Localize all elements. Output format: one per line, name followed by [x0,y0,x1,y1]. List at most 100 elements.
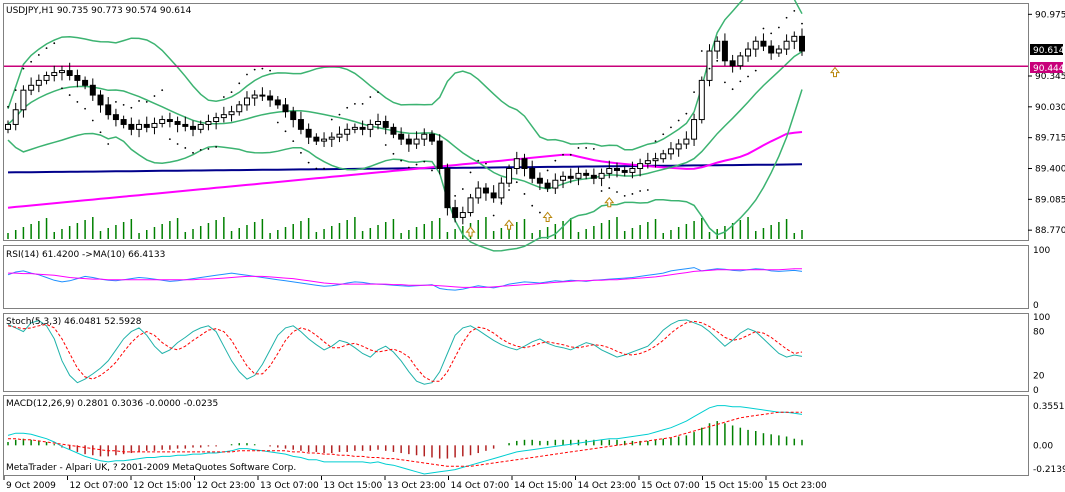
candle-up [136,123,143,130]
sar-dot [492,214,495,217]
sar-dot [361,102,364,105]
sar-dot [130,106,133,109]
candle-up [205,121,212,125]
stoch-k-line [7,319,803,385]
sar-dot [22,67,25,70]
candle-up [644,160,651,165]
sar-dot [99,131,102,134]
candle-up [598,172,605,179]
candle-down [297,119,304,130]
sar-dot [230,91,233,94]
candle-down [313,136,320,142]
rsi-line [7,267,803,291]
x-tick-label: 15 Oct 07:00 [641,481,700,491]
candle-down [529,167,536,179]
candle-up [775,48,782,54]
candle-up [467,197,474,214]
current-price-tag-bg [1030,44,1063,55]
candle-up [637,163,644,169]
candle-up [560,175,567,181]
sar-dot [623,195,626,197]
sar-dot [330,118,333,121]
stoch-tick-label: 0 [1033,386,1039,396]
price-tick-label: 88.770 [1035,226,1065,236]
axes-layer: 90.975 90.345 90.030 89.715 89.400 89.085 88.7… [3,10,1065,491]
sar-dot [523,193,526,195]
price-tick-label: 89.085 [1035,195,1065,205]
candle-up [43,75,50,81]
sar-dot [770,32,773,35]
sar-dot [269,69,271,72]
stoch-tick-label: 100 [1033,313,1050,323]
candle-down [66,70,73,77]
rsi-panel [3,245,1029,309]
sar-dot [192,151,194,154]
candle-up [667,148,674,155]
candle-up [752,40,759,50]
price-tick-label: 89.715 [1035,134,1065,144]
stoch-panel [3,313,1029,392]
candle-up [745,48,752,57]
sar-dot [61,87,63,90]
candle-up [475,187,482,199]
candle-up [367,123,374,130]
price-panel [3,3,1029,241]
stoch-tick-label: 80 [1033,328,1045,338]
candle-up [220,114,227,119]
candle-up [213,117,220,123]
sar-dot [292,140,295,142]
sar-dot [45,47,48,49]
candle-down [768,45,775,54]
sar-dot [168,138,171,141]
sar-dot [161,89,164,92]
sar-dot [631,193,634,195]
sar-dot [592,148,595,150]
rsi-tick-label: 0 [1033,301,1039,311]
x-tick-label: 12 Oct 07:00 [70,481,129,491]
candle-up [243,97,250,106]
candle-up [328,136,335,140]
sar-dot [307,161,310,164]
macd-panel [3,395,1029,476]
sar-dot [762,27,765,30]
sar-dot [531,204,534,207]
candle-down [583,172,590,176]
candle-down [120,119,127,125]
macd-series-layer [7,405,803,475]
sar-dot [608,187,611,189]
x-tick-label: 12 Oct 15:00 [133,481,192,491]
candle-up [228,111,235,116]
sar-dot [184,147,187,149]
stoch-d-line [7,320,803,382]
sar-dot [747,75,749,78]
x-tick-label: 15 Oct 23:00 [768,481,827,491]
sar-dot [107,143,110,145]
rsi-ma-line [8,268,802,288]
candle-up [421,133,428,140]
sar-dot [693,91,695,94]
candle-up [683,138,690,145]
candle-down [267,95,274,101]
candle-down [105,104,112,116]
price-series-layer [4,0,1028,252]
watermark: MetaTrader - Alpari UK, ? 2001-2009 Meta… [6,463,296,473]
sar-dot [30,60,33,63]
candle-down [613,167,620,171]
sar-dot [654,140,657,142]
candle-up [606,167,613,174]
candle-up [151,122,158,128]
x-tick-label: 9 Oct 2009 [6,481,56,491]
sar-dot [716,59,719,62]
sar-dot [253,68,256,71]
sar-dot [138,100,140,102]
candle-down [89,84,96,96]
candle-up [506,167,513,184]
sar-dot [284,130,287,133]
candle-down [174,121,181,125]
macd-tick-label: 0.00 [1033,441,1053,451]
sar-dot [246,73,248,76]
sar-dot [585,147,588,149]
candle-up [714,40,721,52]
up-arrow-icon [829,66,841,78]
